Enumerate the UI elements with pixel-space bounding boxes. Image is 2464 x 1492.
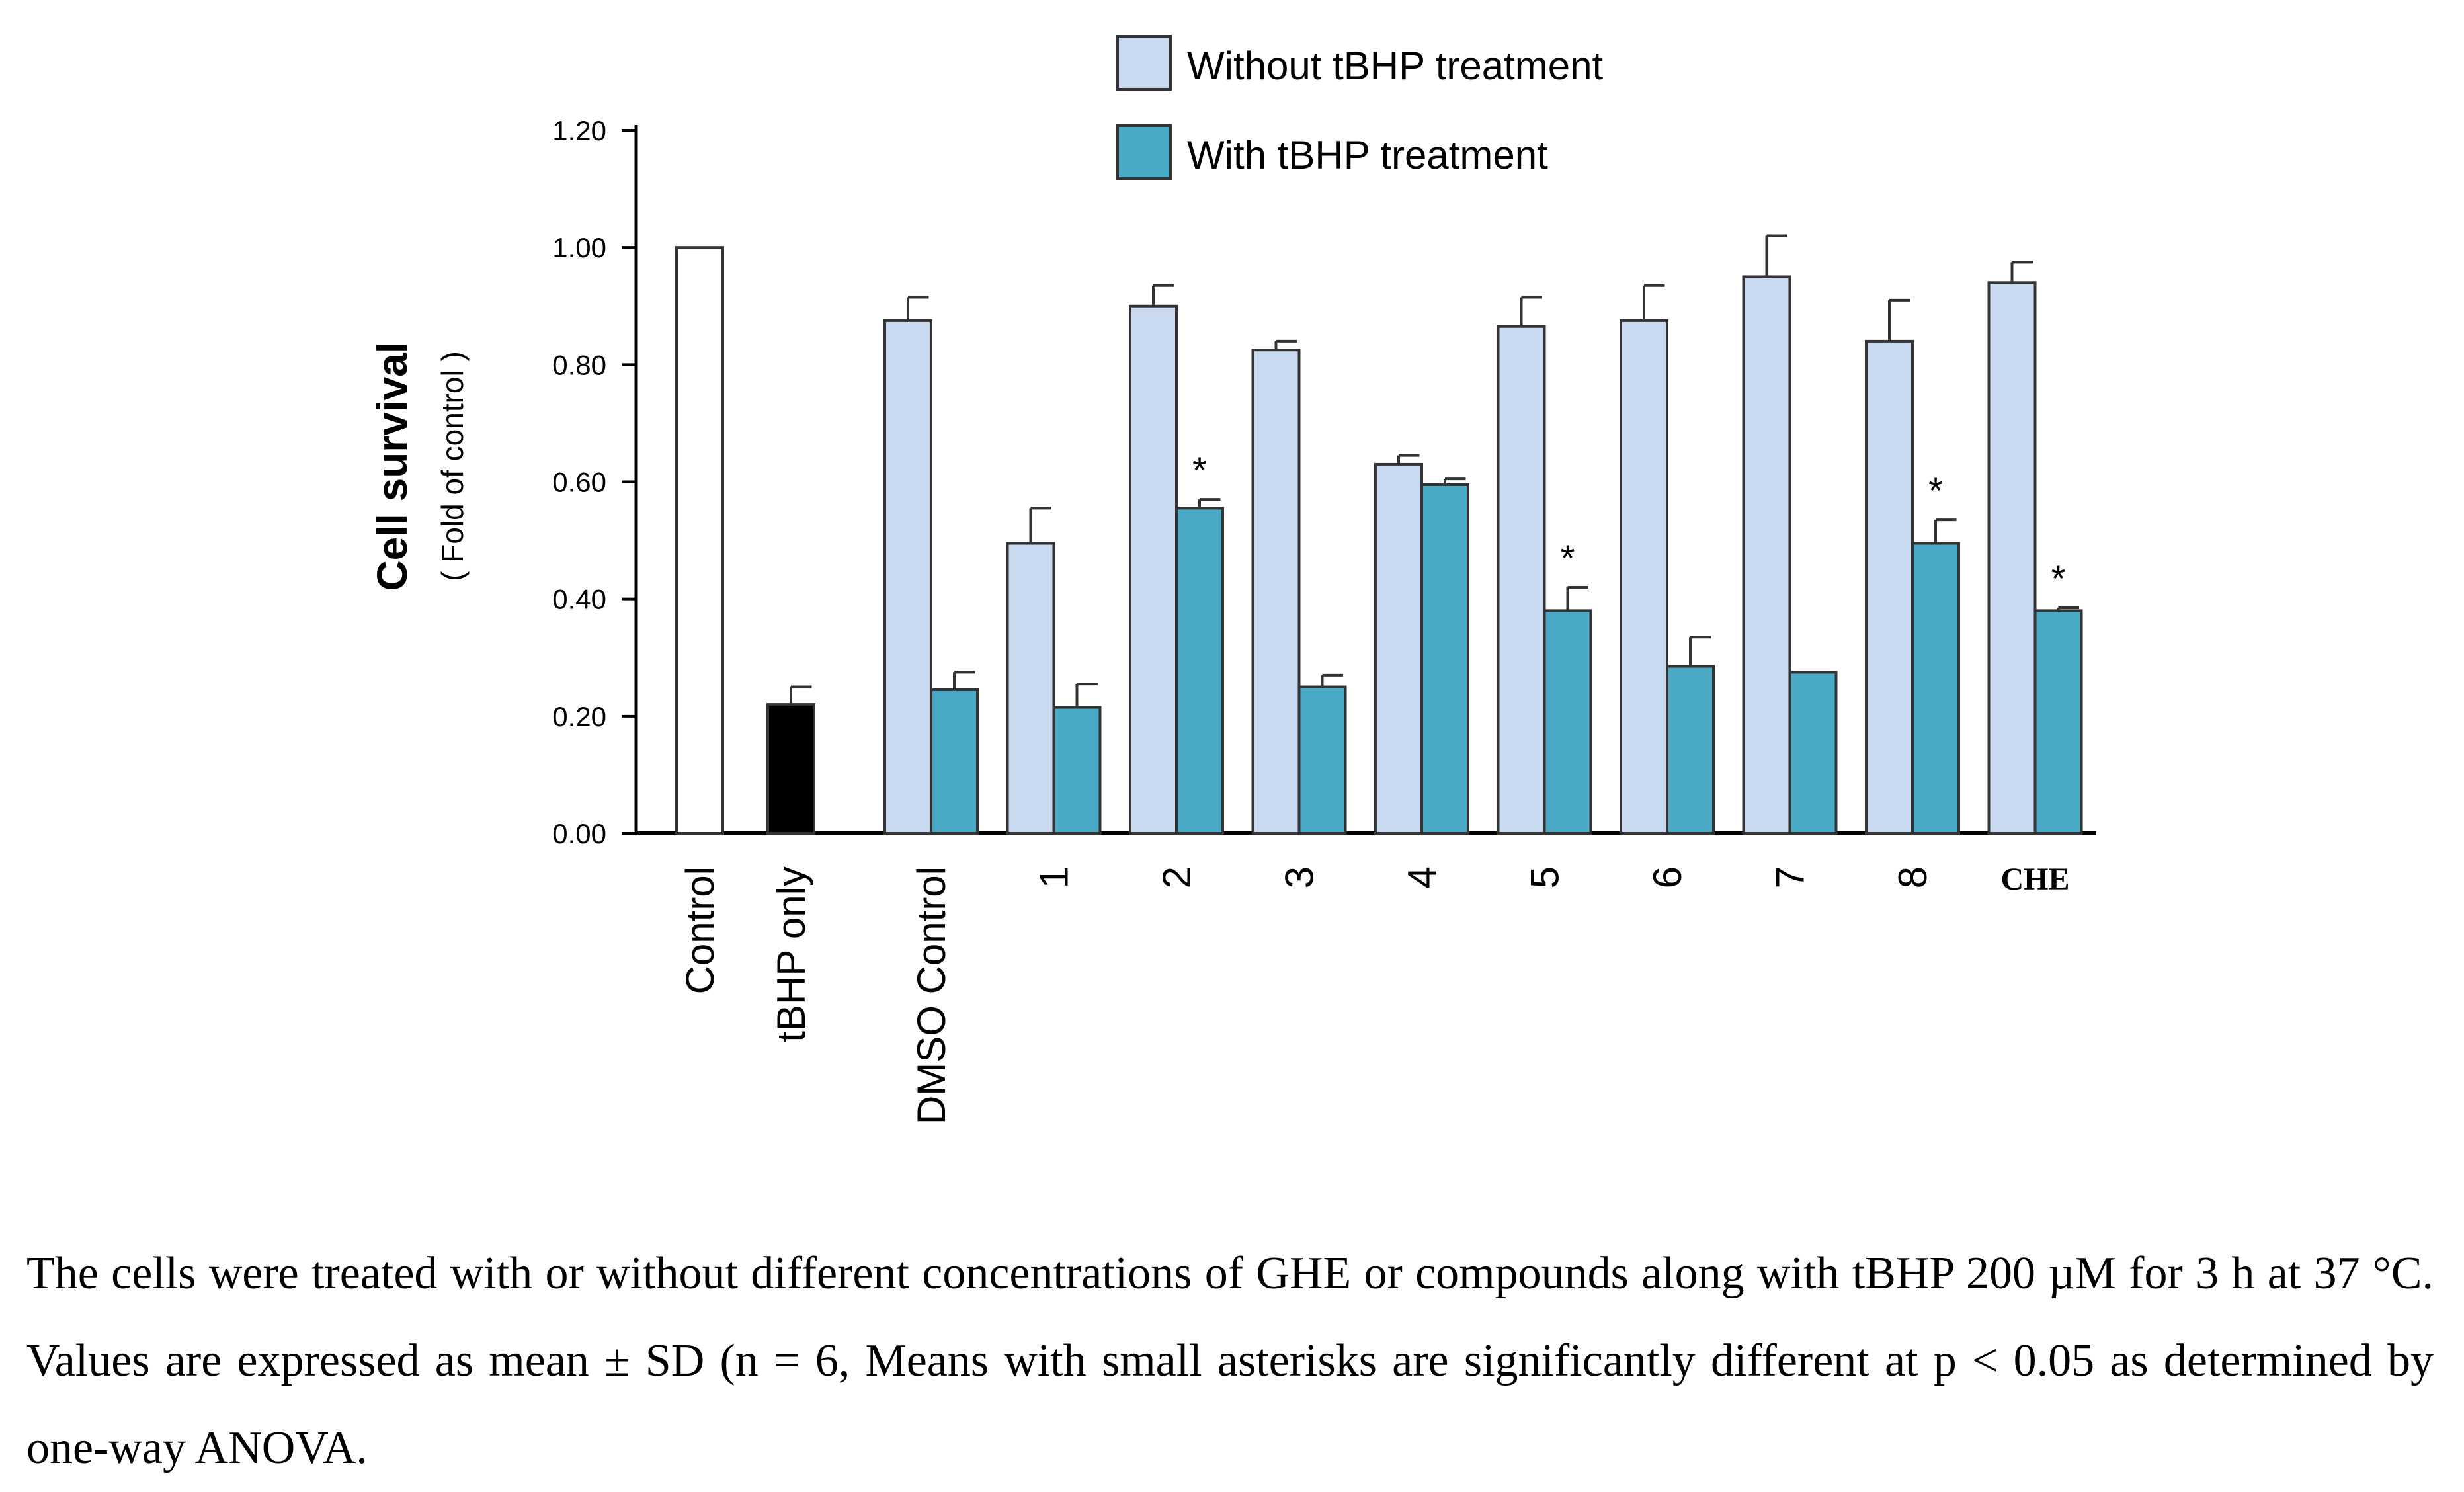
legend-label-with-tbhp: With tBHP treatment — [1187, 133, 1548, 177]
category-label: Control — [678, 866, 722, 994]
bars: * * * * — [675, 234, 2083, 835]
category-label: 8 — [1891, 866, 1935, 888]
y-tick-label: 0.80 — [552, 349, 606, 380]
category-label: 6 — [1645, 866, 1690, 888]
y-tick-label: 1.00 — [552, 232, 606, 263]
bar-with-tbhp — [2033, 609, 2083, 835]
category-label: DMSO Control — [909, 866, 954, 1124]
y-tick-label: 0.60 — [552, 467, 606, 498]
bar-without-tbhp — [883, 319, 932, 835]
category-labels: Control tBHP only DMSO Control 1 2 3 4 5 6 7 8 CHE — [678, 862, 2070, 1124]
significance-asterisk: * — [1928, 470, 1943, 511]
bar-with-tbhp — [1543, 609, 1592, 835]
y-tick-label: 0.40 — [552, 584, 606, 615]
bar-without-tbhp — [1742, 275, 1791, 835]
bar-without-tbhp — [1620, 319, 1668, 835]
category-label: 3 — [1278, 866, 1322, 888]
y-tick-label: 0.20 — [552, 701, 606, 732]
significance-asterisk: * — [1561, 537, 1575, 579]
category-label: tBHP only — [769, 866, 813, 1042]
bar-with-tbhp — [1666, 665, 1715, 835]
figure-caption: The cells were treated with or without d… — [26, 1248, 2434, 1473]
bar-with-tbhp — [1297, 685, 1347, 835]
bar-with-tbhp — [1788, 671, 1838, 835]
bar-with-tbhp — [1052, 706, 1102, 835]
y-axis-sublabel: ( Fold of control ) — [435, 351, 470, 581]
bar-without-tbhp — [1129, 304, 1178, 835]
bar-without-tbhp — [1006, 542, 1055, 835]
bar-control — [675, 246, 724, 835]
bar-without-tbhp — [1987, 281, 2037, 835]
legend: Without tBHP treatment With tBHP treatme… — [1116, 35, 1603, 180]
y-tick-label: 0.00 — [552, 818, 606, 849]
y-tick-label: 1.20 — [552, 115, 606, 146]
bar-with-tbhp — [1420, 483, 1469, 835]
bar-tbhp-only — [766, 703, 815, 835]
bar-without-tbhp — [1374, 462, 1423, 835]
category-label: 2 — [1155, 866, 1199, 888]
category-label: 4 — [1400, 866, 1444, 888]
bar-with-tbhp — [1911, 542, 1960, 835]
bar-chart: Without tBHP treatment With tBHP treatme… — [368, 35, 2096, 1124]
y-axis-label: Cell survival — [368, 341, 416, 591]
category-label: CHE — [2000, 862, 2069, 897]
category-label: 7 — [1768, 866, 1813, 888]
bar-without-tbhp — [1251, 349, 1301, 835]
legend-swatch-without-tbhp — [1116, 35, 1172, 91]
bar-without-tbhp — [1865, 339, 1914, 835]
category-label: 5 — [1523, 866, 1567, 888]
category-label: 1 — [1032, 866, 1077, 888]
legend-swatch-with-tbhp — [1116, 124, 1172, 180]
bar-with-tbhp — [1175, 507, 1224, 835]
significance-asterisk: * — [1192, 449, 1207, 491]
axes: 0.00 0.20 0.40 0.60 0.80 1.00 1.20 — [552, 115, 2096, 849]
legend-label-without-tbhp: Without tBHP treatment — [1187, 44, 1603, 88]
bar-without-tbhp — [1497, 325, 1546, 835]
significance-asterisk: * — [2051, 558, 2066, 599]
bar-with-tbhp — [930, 688, 979, 835]
